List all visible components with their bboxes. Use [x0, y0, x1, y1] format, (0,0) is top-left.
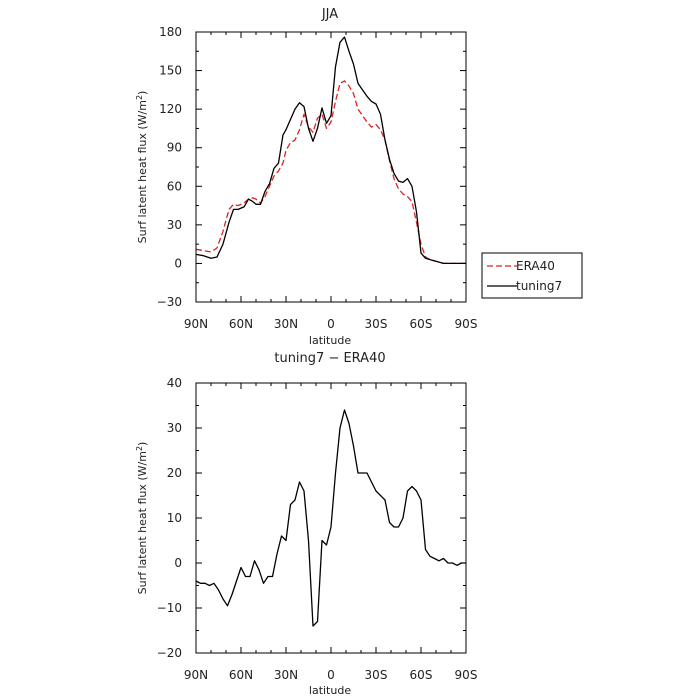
x-tick-label: 0 — [327, 668, 335, 682]
y-axis-label-main: Surf latent heat flux (W/m — [136, 451, 149, 594]
y-tick-label: −30 — [157, 295, 182, 309]
x-tick-label: 30S — [365, 317, 388, 331]
x-tick-label: 0 — [327, 317, 335, 331]
chart-title: tuning7 − ERA40 — [274, 351, 385, 366]
plot-area: 90N 60N 30N 0 30S 60S 90S −30 0 30 60 90 120 150 180 — [157, 25, 478, 331]
y-tick-label: 180 — [159, 25, 182, 39]
legend-box — [481, 252, 583, 299]
y-axis-label-superscript: 2 — [135, 95, 144, 100]
x-tick-label: 90N — [184, 668, 208, 682]
x-tick-label: 90S — [455, 317, 478, 331]
plot-area: 90N 60N 30N 0 30S 60S 90S −20 −10 0 10 20 30 40 — [157, 376, 478, 682]
y-axis-label-close: ) — [136, 91, 149, 95]
y-tick-label: 60 — [167, 179, 182, 193]
chart-panel-top: JJA 90N 60N 30N 0 30S 60S 90S −30 0 30 60 90 120 150 1… — [135, 7, 583, 347]
y-tick-label: 40 — [167, 376, 182, 390]
y-tick-label: 30 — [167, 218, 182, 232]
x-tick-label: 90N — [184, 317, 208, 331]
x-axis-label: latitude — [309, 334, 351, 347]
x-tick-label: 30S — [365, 668, 388, 682]
y-tick-label: 90 — [167, 141, 182, 155]
legend-label-era40: ERA40 — [516, 259, 555, 273]
x-tick-label: 60S — [410, 668, 433, 682]
y-tick-label: 30 — [167, 421, 182, 435]
y-tick-label: 10 — [167, 511, 182, 525]
y-axis-label-superscript: 2 — [135, 446, 144, 451]
y-axis-label-main: Surf latent heat flux (W/m — [136, 100, 149, 243]
x-tick-label: 30N — [274, 317, 298, 331]
x-axis-label: latitude — [309, 684, 351, 697]
y-axis-label: Surf latent heat flux (W/m2) — [135, 442, 149, 595]
x-tick-label: 60N — [229, 317, 253, 331]
y-tick-label: 120 — [159, 102, 182, 116]
y-tick-label: 20 — [167, 466, 182, 480]
plot-frame — [195, 382, 467, 654]
legend-label-tuning7: tuning7 — [516, 279, 562, 293]
series-line-era40 — [195, 80, 466, 265]
legend: ERA40 tuning7 — [481, 252, 583, 299]
y-tick-label: 0 — [174, 556, 182, 570]
y-tick-label: 150 — [159, 64, 182, 78]
chart-title: JJA — [321, 7, 338, 22]
x-tick-label: 30N — [274, 668, 298, 682]
y-tick-label: −20 — [157, 646, 182, 660]
x-tick-label: 90S — [455, 668, 478, 682]
chart-panel-bottom: tuning7 − ERA40 90N 60N 30N 0 30S 60S 90S −20 −1… — [135, 351, 477, 697]
plot-frame — [195, 31, 467, 303]
y-axis-label: Surf latent heat flux (W/m2) — [135, 91, 149, 244]
series-line-difference — [195, 409, 466, 627]
x-tick-label: 60N — [229, 668, 253, 682]
y-tick-label: 0 — [174, 256, 182, 270]
y-tick-label: −10 — [157, 601, 182, 615]
y-axis-label-close: ) — [136, 442, 149, 446]
series-line-tuning7 — [195, 36, 466, 265]
x-tick-label: 60S — [410, 317, 433, 331]
